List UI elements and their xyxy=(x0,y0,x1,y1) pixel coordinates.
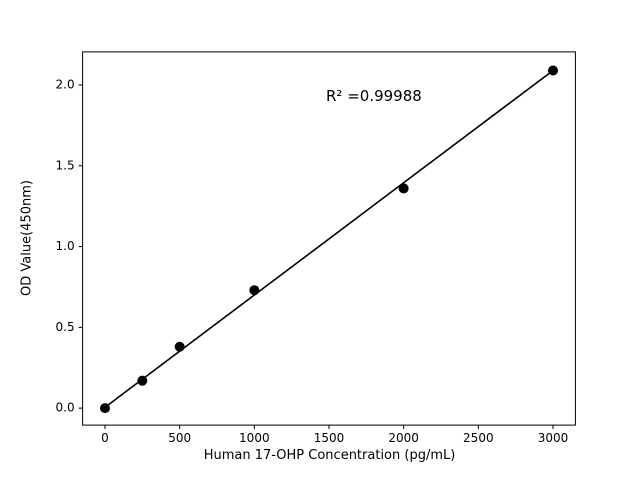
data-point xyxy=(174,341,185,352)
y-tick-label: 1.5 xyxy=(56,158,75,172)
x-tick-label: 2000 xyxy=(388,431,419,445)
y-tick-label: 0.0 xyxy=(56,401,75,415)
data-point xyxy=(137,375,148,386)
x-tick-label: 1000 xyxy=(239,431,270,445)
x-tick-label: 2500 xyxy=(463,431,494,445)
x-tick-label: 1500 xyxy=(314,431,345,445)
y-tick-label: 2.0 xyxy=(56,78,75,92)
x-tick-label: 0 xyxy=(101,431,109,445)
data-point xyxy=(249,285,260,296)
y-tick-label: 1.0 xyxy=(56,239,75,253)
r-squared-annotation: R² =0.99988 xyxy=(326,87,422,106)
y-axis-label: OD Value(450nm) xyxy=(19,180,35,296)
data-point xyxy=(548,65,558,76)
data-point xyxy=(100,403,110,414)
x-tick-label: 500 xyxy=(168,431,191,445)
x-tick-label: 3000 xyxy=(538,431,569,445)
fit-line xyxy=(104,69,554,408)
y-tick-label: 0.5 xyxy=(56,320,75,334)
x-axis-label: Human 17-OHP Concentration (pg/mL) xyxy=(203,448,456,463)
data-point xyxy=(398,183,409,194)
